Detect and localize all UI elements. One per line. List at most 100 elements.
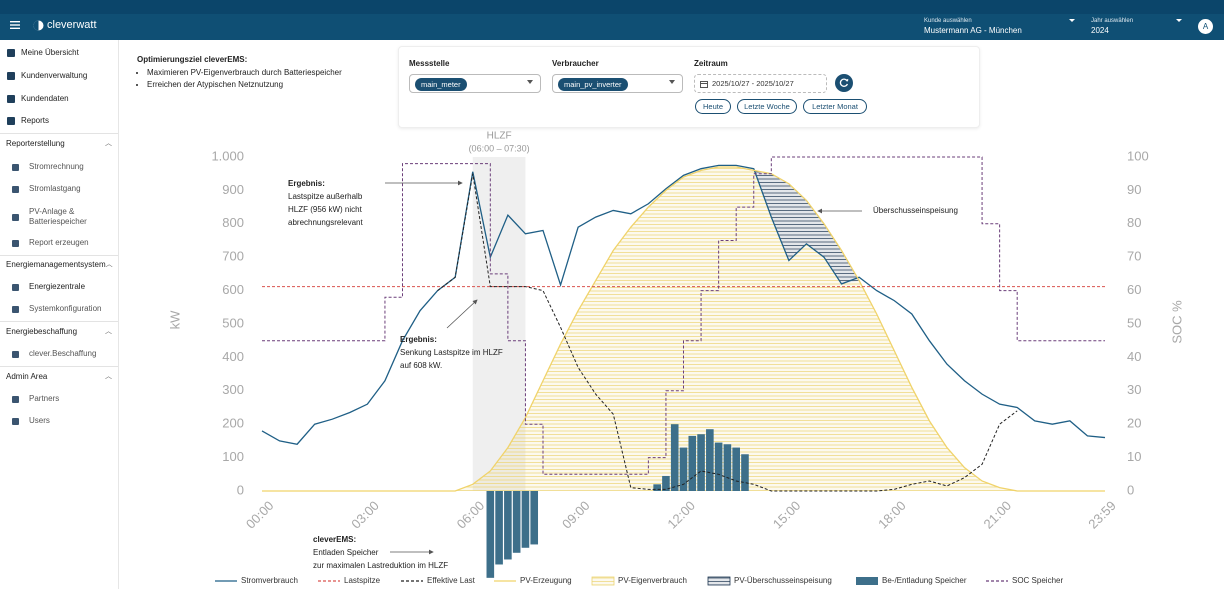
nav-label: Energiezentrale (29, 282, 86, 291)
y-tick-label: 1.000 (211, 148, 244, 163)
bar (723, 444, 732, 491)
nav-item[interactable]: Partners (12, 394, 59, 404)
y-tick-label: 800 (222, 215, 244, 230)
y-tick-label: 200 (222, 416, 244, 431)
nav-item[interactable]: Stromrechnung (12, 162, 84, 172)
nav-icon (7, 117, 15, 125)
dropdown-caret[interactable] (1176, 19, 1182, 22)
x-tick-label: 03:00 (348, 498, 382, 532)
chevron: ︿ (105, 373, 112, 380)
refresh-button[interactable] (835, 74, 853, 92)
legend-label: PV-Eigenverbrauch (618, 576, 687, 585)
consumer-select[interactable]: main_pv_inverter (552, 74, 683, 93)
divider (0, 321, 118, 322)
logo-text[interactable]: cleverwatt (47, 19, 97, 31)
nav-icon (12, 350, 19, 358)
y2-tick-label: 40 (1127, 349, 1141, 364)
annotation-text: Lastspitze außerhalb (288, 192, 363, 201)
nav-label: Report erzeugen (29, 238, 89, 247)
chevron: ︿ (105, 261, 113, 268)
legend-label: Stromverbrauch (241, 576, 298, 585)
nav-icon (12, 213, 19, 221)
nav-item[interactable]: clever.Beschaffung (12, 349, 96, 359)
nav-section[interactable]: Admin Area ︿ (6, 371, 112, 381)
legend-item[interactable]: Lastspitze (318, 576, 381, 585)
legend-item[interactable]: PV-Erzeugung (494, 576, 572, 585)
nav-label: Partners (29, 394, 60, 403)
bar (486, 491, 495, 578)
nav-icon (12, 283, 19, 291)
chip: main_meter (415, 78, 467, 91)
dropdown-caret[interactable] (1069, 19, 1075, 22)
nav-item[interactable]: Meine Übersicht (7, 48, 79, 58)
x-tick-label: 18:00 (875, 498, 909, 532)
annotation-title: Ergebnis: (400, 335, 437, 344)
y2-tick-label: 30 (1127, 382, 1141, 397)
logo-icon (33, 20, 44, 31)
top-bar: cleverwatt Kunde auswählen Mustermann AG… (0, 0, 1224, 40)
measurement-select[interactable]: main_meter (409, 74, 541, 93)
legend-item[interactable]: Stromverbrauch (215, 576, 298, 585)
legend-swatch (707, 576, 731, 586)
y2-tick-label: 10 (1127, 449, 1141, 464)
legend-item[interactable]: PV-Überschusseinspeisung (707, 576, 832, 586)
button[interactable]: Letzte Woche (737, 99, 797, 114)
bar (732, 447, 740, 491)
nav-label: PV-Anlage & Batteriespeicher (29, 207, 87, 226)
year-select[interactable]: 2024 (1091, 26, 1109, 35)
customer-select[interactable]: Mustermann AG - München (924, 26, 1022, 35)
nav-icon (12, 185, 19, 193)
period-input[interactable]: 2025/10/27 - 2025/10/27 (694, 74, 827, 93)
section-title: Reporterstellung (6, 138, 65, 148)
nav-item[interactable]: Systemkonfiguration (12, 304, 101, 314)
nav-icon (12, 239, 19, 247)
legend-item[interactable]: PV-Eigenverbrauch (591, 576, 687, 586)
legend-item[interactable]: Effektive Last (401, 576, 476, 585)
nav-item[interactable]: Report erzeugen (12, 238, 89, 248)
nav-icon (7, 95, 15, 103)
series-line (262, 166, 1105, 492)
bar (653, 484, 661, 491)
nav-section[interactable]: Energiebeschaffung ︿ (6, 326, 112, 336)
x-tick-label: 21:00 (981, 498, 1015, 532)
legend-swatch (856, 577, 878, 585)
annotation-text: abrechnungsrelevant (288, 218, 363, 227)
nav-section[interactable]: Reporterstellung ︿ (6, 138, 112, 148)
legend-label: Effektive Last (427, 576, 476, 585)
nav-label: Reports (21, 116, 50, 125)
x-tick-label: 09:00 (559, 498, 593, 532)
year-label: Jahr auswählen (1091, 18, 1134, 24)
nav-item[interactable]: Kundenverwaltung (7, 71, 87, 81)
y2-tick-label: 70 (1127, 249, 1141, 264)
nav-icon (7, 72, 15, 80)
nav-item[interactable]: Users (12, 416, 50, 426)
nav-item[interactable]: Kundendaten (7, 94, 69, 104)
bar (679, 447, 688, 491)
legend-swatch (591, 576, 615, 586)
x-tick-label: 12:00 (664, 498, 698, 532)
legend-item[interactable]: Be-/Entladung Speicher (856, 576, 967, 585)
nav-icon (7, 49, 15, 57)
nav-item[interactable]: Energiezentrale (12, 282, 85, 292)
nav-label: clever.Beschaffung (29, 349, 97, 358)
nav-item[interactable]: Reports (7, 116, 49, 126)
avatar[interactable]: A (1198, 19, 1213, 34)
nav-item[interactable]: Stromlastgang (12, 184, 81, 194)
series-line (262, 156, 1105, 475)
menu-icon[interactable] (10, 21, 20, 29)
y-tick-label: 300 (222, 382, 244, 397)
nav-section[interactable]: Energiemanagementsystem ︿ (6, 259, 113, 269)
y-tick-label: 900 (222, 182, 244, 197)
legend-label: PV-Überschusseinspeisung (734, 576, 832, 585)
nav-icon (12, 395, 19, 403)
y-axis-title: kW (167, 310, 182, 330)
legend-label: PV-Erzeugung (520, 576, 572, 585)
legend-item[interactable]: SOC Speicher (986, 576, 1063, 585)
bar (662, 475, 670, 491)
nav-item[interactable]: PV-Anlage & Batteriespeicher (12, 207, 97, 227)
caret (527, 80, 533, 84)
button[interactable]: Heute (695, 99, 731, 114)
button[interactable]: Letzter Monat (803, 99, 867, 114)
